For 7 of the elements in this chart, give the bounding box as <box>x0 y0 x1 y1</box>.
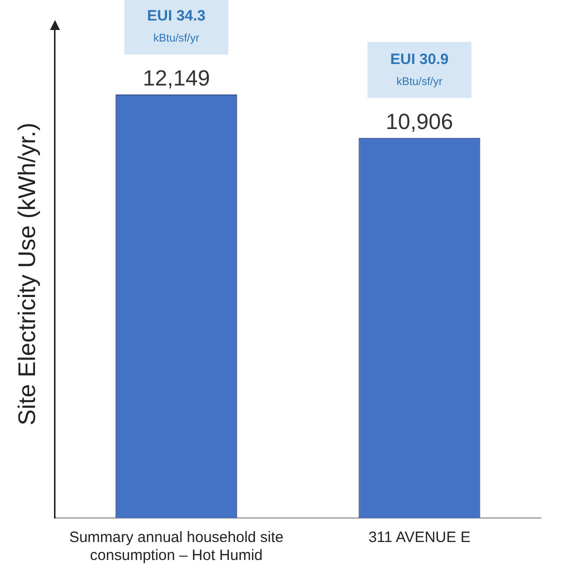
text: EUI 34.3 kBtu/sf/yr <box>147 8 206 45</box>
data-label: 10,906 <box>386 108 454 134</box>
y-axis-title: Site Electricity Use (kWh/yr.) <box>14 122 42 426</box>
text: EUI 30.9 kBtu/sf/yr <box>390 50 449 88</box>
x-tick-label: 311 AVENUE E <box>368 529 470 546</box>
x-tick-label: Summary annual household site consumption – Hot Humid <box>69 529 284 564</box>
data-label: 12,149 <box>142 66 210 91</box>
